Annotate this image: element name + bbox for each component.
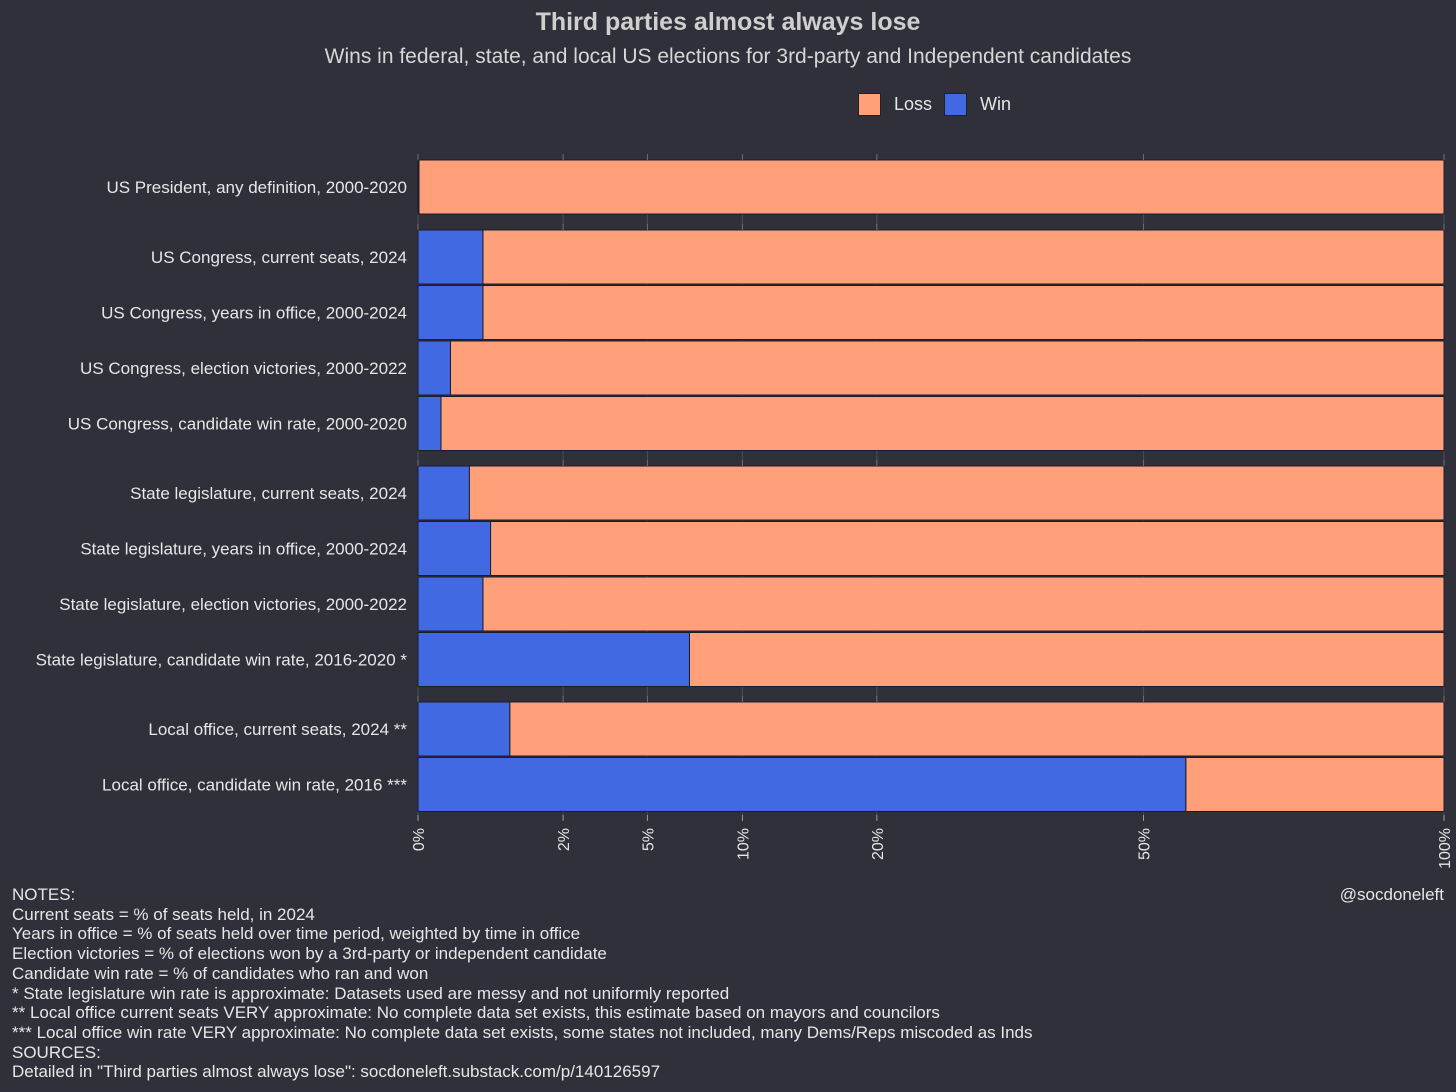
bar-loss [482, 576, 1445, 632]
category-label: State legislature, current seats, 2024 [130, 484, 407, 503]
category-label: Local office, current seats, 2024 ** [148, 720, 407, 739]
chart-subtitle: Wins in federal, state, and local US ele… [324, 45, 1132, 68]
category-label: State legislature, election victories, 2… [59, 595, 407, 614]
legend-item-win: Win [944, 93, 1011, 116]
category-label: State legislature, candidate win rate, 2… [36, 651, 408, 670]
x-tick-label: 2% [556, 828, 573, 851]
bar-win [417, 576, 484, 632]
bar-win [417, 340, 451, 396]
bar-loss [482, 285, 1445, 340]
bar-win [417, 285, 484, 340]
bar-loss [417, 159, 1445, 215]
bar-win [417, 632, 690, 687]
category-label: Local office, candidate win rate, 2016 *… [102, 776, 407, 795]
category-label: State legislature, years in office, 2000… [80, 540, 407, 559]
author-handle: @socdoneleft [1339, 885, 1444, 904]
chart-title: Third parties almost always lose [535, 8, 921, 36]
note-line: NOTES: [12, 885, 76, 904]
category-label: US Congress, candidate win rate, 2000-20… [68, 415, 407, 434]
bar-win [417, 396, 442, 451]
category-label: US Congress, election victories, 2000-20… [80, 359, 407, 378]
note-line: Years in office = % of seats held over t… [12, 924, 581, 944]
legend-label-win: Win [980, 94, 1012, 114]
x-tick-label: 100% [1437, 828, 1454, 869]
x-tick-label: 20% [870, 828, 887, 860]
bar-loss [468, 465, 1445, 521]
note-line: SOURCES: [12, 1042, 101, 1062]
category-label: US Congress, current seats, 2024 [151, 248, 407, 267]
x-tick-label: 50% [1136, 828, 1153, 860]
bar-win [417, 757, 1187, 812]
bar-loss [1185, 757, 1445, 812]
category-label: US President, any definition, 2000-2020 [106, 178, 407, 197]
legend: Loss Win [858, 93, 1023, 116]
bar-loss [449, 340, 1445, 396]
bar-win [417, 701, 511, 757]
bar-loss [482, 229, 1445, 285]
note-line: * State legislature win rate is approxim… [12, 983, 730, 1003]
bar-win [417, 159, 420, 215]
note-line: Detailed in "Third parties almost always… [12, 1062, 661, 1082]
bar-win [417, 229, 484, 285]
bar-loss [440, 396, 1445, 451]
bar-win [417, 465, 470, 521]
bar-loss [688, 632, 1445, 687]
note-line: Current seats = % of seats held, in 2024 [12, 904, 315, 924]
legend-label-loss: Loss [894, 94, 933, 114]
x-tick-label: 0% [411, 828, 428, 851]
x-tick-label: 10% [735, 828, 752, 860]
legend-swatch-win [944, 93, 968, 116]
note-line: Election victories = % of elections won … [12, 944, 607, 964]
note-line: ** Local office current seats VERY appro… [12, 1003, 940, 1023]
legend-item-loss: Loss [858, 93, 932, 116]
legend-swatch-loss [858, 93, 881, 116]
notes-block: NOTES: Current seats = % of seats held, i… [12, 885, 1033, 1082]
bar-win [417, 521, 492, 576]
chart-plot: US President, any definition, 2000-2020 U… [36, 154, 1454, 869]
bar-loss [490, 521, 1445, 576]
category-label: US Congress, years in office, 2000-2024 [101, 304, 407, 323]
note-line: *** Local office win rate VERY approxima… [12, 1022, 1033, 1042]
note-line: Candidate win rate = % of candidates who… [12, 963, 429, 983]
x-tick-label: 5% [640, 828, 657, 851]
bar-loss [509, 701, 1445, 757]
